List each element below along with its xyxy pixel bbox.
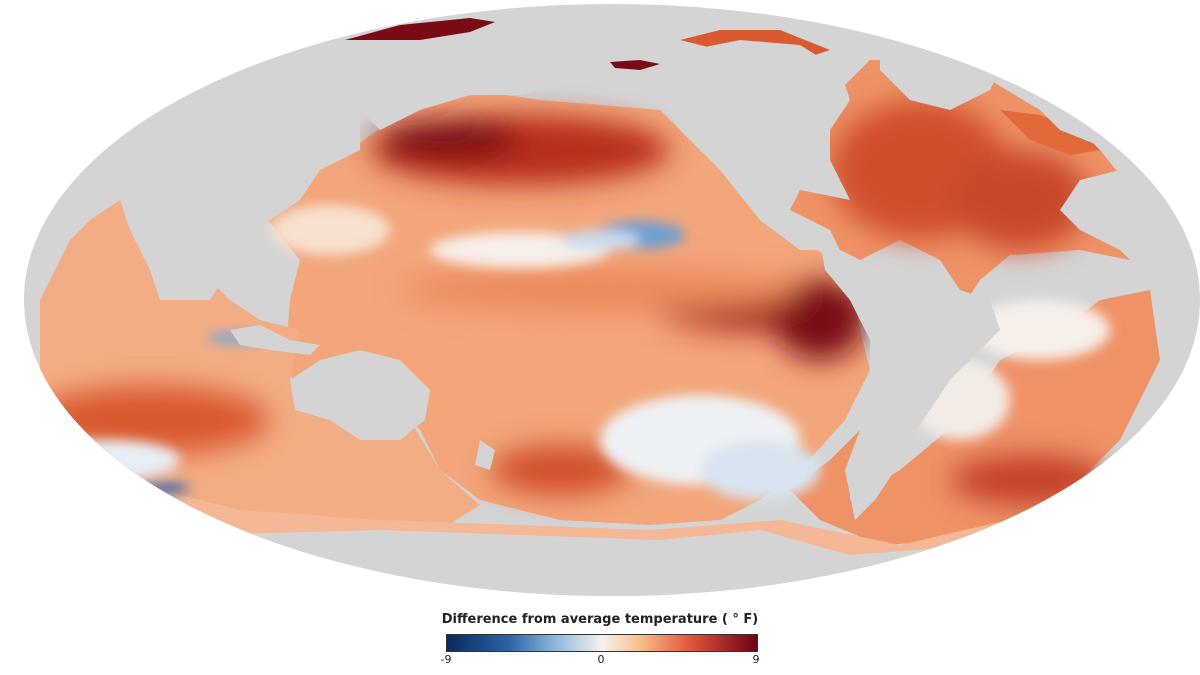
legend-title: Difference from average temperature ( ° … [441, 612, 759, 627]
maritime-continent [230, 325, 320, 355]
legend: Difference from average temperature ( ° … [440, 612, 760, 672]
arctic-warm-fringe [345, 18, 495, 44]
australia [290, 350, 430, 440]
arctic-warm-fringe [610, 60, 660, 70]
north-america [660, 40, 850, 250]
arctic-warm-fringe [1000, 110, 1100, 155]
legend-max-label: 9 [752, 653, 760, 666]
world-map-svg [24, 4, 1200, 596]
sea-surface-temperature-anomaly-map [24, 4, 1200, 596]
northern-asia-coast [320, 40, 580, 130]
legend-min-label: -9 [440, 653, 452, 666]
warm-anomaly-patches [30, 100, 1110, 505]
ocean-layer [24, 18, 1200, 596]
legend-color-bar [446, 634, 758, 652]
new-zealand [475, 440, 495, 470]
south-america [820, 240, 1000, 520]
legend-mid-label: 0 [597, 653, 605, 666]
